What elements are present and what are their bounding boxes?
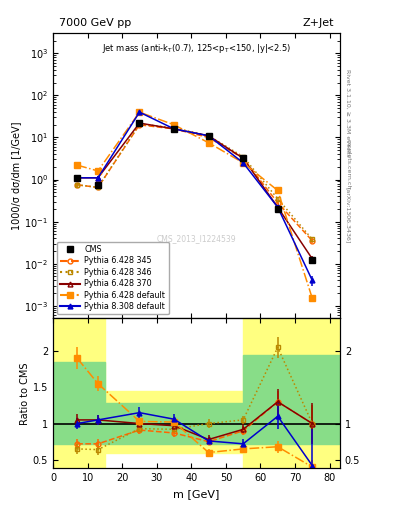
Bar <box>105 391 243 453</box>
Bar <box>53 318 105 468</box>
Text: 7000 GeV pp: 7000 GeV pp <box>59 17 131 28</box>
X-axis label: m [GeV]: m [GeV] <box>173 489 220 499</box>
Bar <box>243 355 340 444</box>
Bar <box>105 403 243 444</box>
Legend: CMS, Pythia 6.428 345, Pythia 6.428 346, Pythia 6.428 370, Pythia 6.428 default,: CMS, Pythia 6.428 345, Pythia 6.428 346,… <box>57 242 169 314</box>
Text: [arXiv:1306.3436]: [arXiv:1306.3436] <box>345 187 350 243</box>
Y-axis label: Ratio to CMS: Ratio to CMS <box>20 362 30 424</box>
Text: Rivet 3.1.10, ≥ 3.3M events: Rivet 3.1.10, ≥ 3.3M events <box>345 69 350 157</box>
Text: mcplots.cern.ch: mcplots.cern.ch <box>345 139 350 189</box>
Text: Z+Jet: Z+Jet <box>303 17 334 28</box>
Bar <box>53 362 105 444</box>
Text: Jet mass (anti-k$_\mathsf{T}$(0.7), 125<p$_\mathsf{T}$<150, |y|<2.5): Jet mass (anti-k$_\mathsf{T}$(0.7), 125<… <box>102 42 291 55</box>
Bar <box>243 318 340 468</box>
Text: CMS_2013_I1224539: CMS_2013_I1224539 <box>157 234 236 243</box>
Y-axis label: 1000/σ dσ/dm [1/GeV]: 1000/σ dσ/dm [1/GeV] <box>11 121 22 230</box>
